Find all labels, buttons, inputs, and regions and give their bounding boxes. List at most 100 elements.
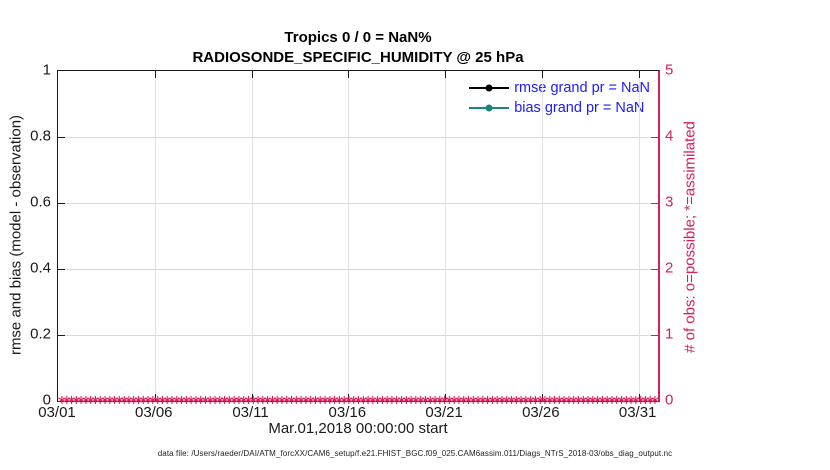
x-tick-label: 03/01 [38,404,76,421]
y-left-tick-label: 0.2 [30,325,51,343]
bias-line-sample [469,104,510,112]
chart-title-line2: RADIOSONDE_SPECIFIC_HUMIDITY @ 25 hPa [192,49,524,66]
assimilated-obs-asterisk-marker: ∗ [195,392,207,408]
gridline-vertical [251,71,253,401]
y-left-tick-mark [58,335,65,336]
x-tick-mark-bottom [638,394,640,401]
assimilated-obs-asterisk-marker: ∗ [290,392,302,408]
gridline-vertical [154,71,156,401]
x-tick-mark-top [638,71,640,78]
assimilated-obs-asterisk-marker: ∗ [587,392,599,408]
assimilated-obs-asterisk-marker: ∗ [94,392,106,408]
y-right-tick-mark [651,269,658,270]
assimilated-obs-asterisk-marker: ∗ [496,392,508,408]
assimilated-obs-asterisk-marker: ∗ [305,392,317,408]
assimilated-obs-asterisk-marker: ∗ [190,392,202,408]
assimilated-obs-asterisk-marker: ∗ [596,392,608,408]
gridline-vertical [541,71,543,401]
assimilated-obs-asterisk-marker: ∗ [200,392,211,408]
x-tick-mark-bottom [154,394,156,401]
assimilated-obs-asterisk-marker: ∗ [396,392,407,408]
assimilated-obs-asterisk-marker: ∗ [577,392,589,408]
assimilated-obs-asterisk-marker: ∗ [472,392,484,408]
gridline-horizontal [58,335,658,336]
assimilated-obs-asterisk-marker: ∗ [104,392,116,408]
y-right-tick-mark [651,137,658,138]
legend-item-bias: bias grand pr = NaN [469,99,650,117]
y-left-tick-label: 0.4 [30,259,51,277]
y-right-tick-mark [651,203,658,204]
assimilated-obs-asterisk-marker: ∗ [286,392,297,408]
assimilated-obs-asterisk-marker: ∗ [376,392,388,408]
y-left-tick-mark [58,269,65,270]
gridline-vertical [638,71,640,401]
assimilated-obs-asterisk-marker: ∗ [300,392,312,408]
x-tick-mark-bottom [251,394,253,401]
assimilated-obs-asterisk-marker: ∗ [185,392,197,408]
legend-item-rmse: rmse grand pr = NaN [469,79,650,97]
gridline-horizontal [58,203,658,204]
assimilated-obs-asterisk-marker: ∗ [99,392,111,408]
x-tick-label: 03/06 [134,404,173,421]
y-right-tick-label: 5 [665,61,674,79]
x-tick-mark-top [154,71,156,78]
x-tick-label: 03/26 [522,404,560,421]
assimilated-obs-asterisk-marker: ∗ [281,392,293,408]
gridline-vertical [445,71,447,401]
y-left-tick-label: 1 [42,61,51,79]
x-axis-label: Mar.01,2018 00:00:00 start [268,420,448,437]
y-left-tick-label: 0.6 [30,193,51,211]
legend-label-rmse: rmse grand pr = NaN [514,80,650,96]
x-tick-mark-bottom [541,394,543,401]
y-right-tick-label: 3 [665,193,674,211]
y-right-tick-label: 1 [665,325,674,343]
gridline-vertical [348,71,350,401]
assimilated-obs-asterisk-marker: ∗ [400,392,412,408]
bias-circle-marker-icon [485,104,493,112]
x-tick-mark-bottom [348,394,350,401]
assimilated-obs-asterisk-marker: ∗ [477,392,489,408]
gridline-horizontal [58,269,658,270]
chart-title-line1: Tropics 0 / 0 = NaN% [284,29,432,46]
rmse-line-sample [469,84,510,92]
plot-area: rmse grand pr = NaN bias grand pr = NaN … [57,70,660,407]
y-left-tick-mark [58,203,65,204]
assimilated-obs-asterisk-marker: ∗ [491,392,503,408]
x-tick-mark-top [251,71,253,78]
y-right-tick-mark [651,335,658,336]
y-right-tick-label: 0 [665,391,674,409]
assimilated-obs-asterisk-marker: ∗ [486,392,498,408]
x-tick-label: 03/11 [232,404,269,421]
x-tick-mark-top [541,71,543,78]
legend: rmse grand pr = NaN bias grand pr = NaN [469,79,650,117]
x-tick-mark-top [445,71,447,78]
x-tick-label: 03/31 [618,404,657,421]
left-axis-label: rmse and bias (model - observation) [7,114,25,356]
assimilated-obs-asterisk-marker: ∗ [386,392,398,408]
rmse-circle-marker-icon [485,84,493,92]
x-tick-label: 03/16 [328,404,367,421]
assimilated-obs-asterisk-marker: ∗ [204,392,216,408]
assimilated-obs-asterisk-marker: ∗ [381,392,393,408]
x-tick-label: 03/21 [425,404,463,421]
y-left-tick-label: 0.8 [30,127,51,145]
y-right-tick-label: 4 [665,127,674,145]
assimilated-obs-asterisk-marker: ∗ [582,392,594,408]
assimilated-obs-asterisk-marker: ∗ [109,392,121,408]
assimilated-obs-asterisk-marker: ∗ [295,392,307,408]
y-left-tick-label: 0 [42,391,51,409]
assimilated-obs-asterisk-marker: ∗ [592,392,604,408]
x-tick-mark-top [348,71,350,78]
assimilated-obs-asterisk-marker: ∗ [90,392,101,408]
assimilated-obs-asterisk-marker: ∗ [482,392,494,408]
right-axis-label: # of obs: o=possible; *=assimilated [681,121,699,353]
assimilated-obs-asterisk-marker: ∗ [573,392,584,408]
legend-label-bias: bias grand pr = NaN [514,100,645,116]
assimilated-obs-asterisk-marker: ∗ [391,392,403,408]
gridline-horizontal [58,137,658,138]
y-right-tick-label: 2 [665,259,674,277]
x-tick-mark-bottom [445,394,447,401]
assimilated-obs-asterisk-marker: ∗ [209,392,221,408]
y-left-tick-mark [58,137,65,138]
